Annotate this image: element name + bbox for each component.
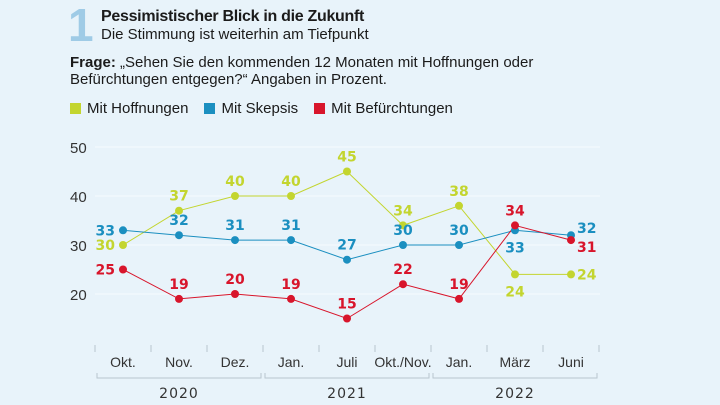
data-point [175, 231, 183, 240]
x-tick-label: Nov. [165, 354, 193, 370]
data-point [287, 192, 295, 200]
data-point [231, 192, 239, 200]
data-point [119, 265, 127, 274]
data-point [455, 201, 463, 210]
data-label: 37 [169, 189, 188, 205]
legend-swatch [204, 103, 216, 114]
question-body: „Sehen Sie den kommenden 12 Monaten mit … [70, 54, 534, 88]
x-tick-label: März [499, 354, 530, 370]
data-point [343, 314, 351, 323]
data-point [399, 241, 407, 249]
legend-label: Mit Befürchtungen [331, 100, 453, 117]
data-label: 34 [393, 203, 413, 219]
chart-title: Pessimistischer Blick in die Zukunft [101, 8, 365, 25]
data-label: 40 [225, 174, 245, 190]
legend-item-hoffnungen: Mit Hoffnungen [70, 100, 188, 117]
data-point [175, 206, 183, 215]
chart-subtitle: Die Stimmung ist weiterhin am Tiefpunkt [101, 26, 369, 43]
data-point [511, 221, 519, 230]
data-label: 20 [225, 272, 245, 288]
data-label: 38 [449, 184, 468, 200]
y-tick-label: 30 [70, 238, 87, 255]
legend-swatch [70, 103, 81, 114]
data-label: 40 [281, 174, 301, 190]
data-label: 31 [281, 218, 300, 234]
year-bracket [432, 373, 598, 379]
data-point [455, 294, 463, 303]
data-point [567, 270, 575, 279]
data-point [175, 294, 183, 303]
data-label: 30 [449, 223, 469, 239]
x-tick-label: Dez. [221, 354, 250, 370]
data-point [511, 270, 519, 279]
data-label: 19 [281, 277, 300, 293]
question-text: Frage: „Sehen Sie den kommenden 12 Monat… [70, 54, 590, 88]
data-label: 24 [505, 284, 525, 300]
data-label: 19 [449, 277, 468, 293]
data-point [231, 236, 239, 245]
x-tick-label: Juni [558, 354, 584, 370]
y-tick-label: 20 [70, 287, 87, 304]
data-label: 15 [337, 297, 356, 313]
year-bracket [96, 373, 262, 379]
data-point [399, 280, 407, 289]
legend-item-skepsis: Mit Skepsis [204, 100, 298, 117]
year-label: 2020 [159, 386, 199, 402]
data-label: 30 [393, 223, 413, 239]
data-label: 30 [96, 238, 116, 254]
legend-swatch [314, 103, 326, 114]
legend-label: Mit Skepsis [221, 100, 299, 117]
data-label: 32 [169, 213, 188, 229]
data-label: 31 [225, 218, 244, 234]
data-point [455, 241, 463, 249]
data-point [287, 294, 295, 303]
legend: Mit Hoffnungen Mit Skepsis Mit Befürchtu… [70, 100, 453, 117]
x-tick-label: Okt. [110, 354, 136, 370]
y-tick-label: 50 [70, 140, 87, 157]
data-label: 31 [577, 240, 596, 256]
data-label: 45 [337, 150, 356, 166]
data-point [343, 167, 351, 176]
data-point [119, 226, 127, 235]
x-tick-label: Jan. [278, 354, 304, 370]
data-label: 27 [337, 238, 356, 254]
data-point [287, 236, 295, 245]
data-point [399, 221, 407, 230]
year-label: 2022 [495, 386, 535, 402]
data-label: 34 [505, 203, 525, 219]
year-bracket [264, 373, 430, 379]
data-label: 24 [577, 267, 597, 283]
data-point [343, 255, 351, 264]
x-tick-label: Juli [336, 354, 357, 370]
x-tick-label: Okt./Nov. [374, 354, 431, 370]
x-tick-label: Jan. [446, 354, 472, 370]
data-label: 32 [577, 221, 596, 237]
data-point [567, 236, 575, 245]
data-label: 22 [393, 262, 412, 278]
data-label: 33 [505, 240, 524, 256]
data-label: 19 [169, 277, 188, 293]
legend-item-befuerchtungen: Mit Befürchtungen [314, 100, 453, 117]
legend-label: Mit Hoffnungen [87, 100, 189, 117]
chart-number: 1 [68, 0, 94, 51]
question-label: Frage: [70, 54, 116, 71]
data-point [231, 290, 239, 298]
data-label: 25 [96, 263, 115, 279]
data-label: 33 [96, 223, 115, 239]
data-point [119, 241, 127, 249]
year-label: 2021 [327, 386, 367, 402]
y-tick-label: 40 [70, 189, 87, 206]
